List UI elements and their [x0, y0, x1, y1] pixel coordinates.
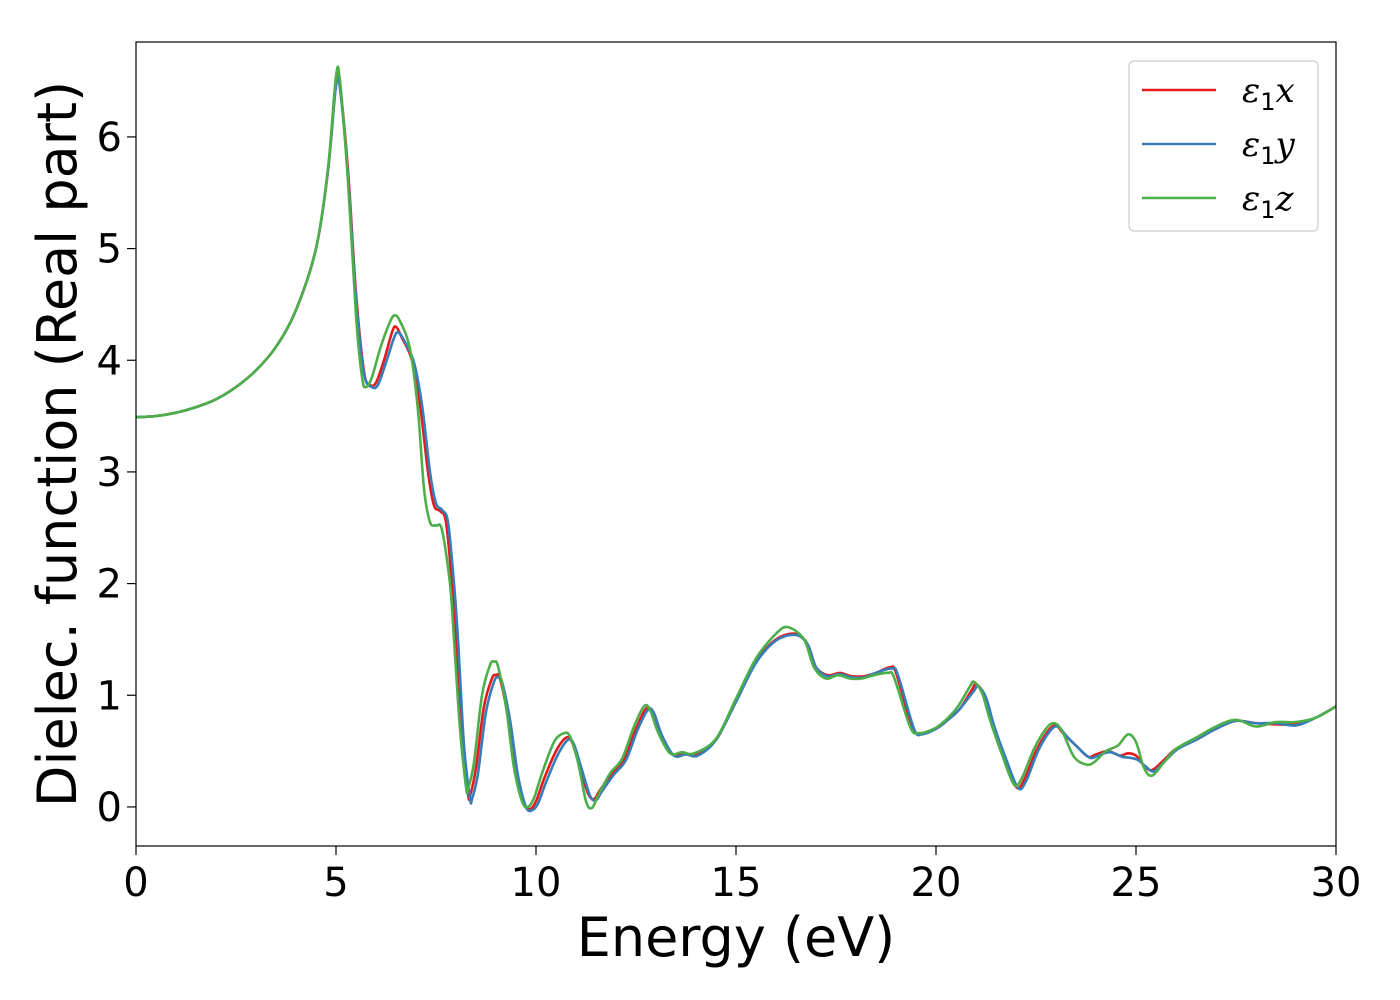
y-tick-label: 4 [97, 338, 122, 384]
x-tick-label: 25 [1111, 860, 1162, 906]
x-tick-label: 15 [711, 860, 762, 906]
legend-label-x: ε1x [1242, 71, 1295, 116]
x-tick-label: 10 [511, 860, 562, 906]
series-layer [135, 65, 1337, 813]
x-tick-label: 30 [1311, 860, 1362, 906]
legend: ε1x ε1y ε1z [1128, 60, 1319, 232]
x-axis-label: Energy (eV) [577, 906, 896, 969]
legend-box [1128, 60, 1319, 232]
ticks-layer: 0 5 10 15 20 25 30 0 1 2 3 4 5 6 [97, 115, 1362, 906]
x-tick-label: 20 [911, 860, 962, 906]
y-tick-label: 3 [97, 450, 122, 496]
y-tick-label: 5 [97, 227, 122, 273]
y-tick-label: 2 [97, 562, 122, 608]
x-tick-label: 5 [323, 860, 348, 906]
y-axis-label: Dielec. function (Real part) [26, 81, 89, 807]
x-tick-label: 0 [123, 860, 148, 906]
legend-label-z: ε1z [1242, 179, 1295, 224]
series-line-y [135, 75, 1337, 813]
y-tick-label: 0 [97, 785, 122, 831]
legend-label-y: ε1y [1242, 125, 1296, 170]
series-line-z [135, 65, 1337, 810]
y-tick-label: 6 [97, 115, 122, 161]
y-tick-label: 1 [97, 673, 122, 719]
